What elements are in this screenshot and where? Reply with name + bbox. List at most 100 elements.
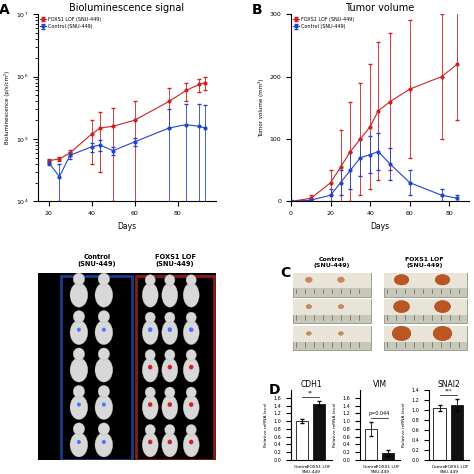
Ellipse shape	[162, 283, 178, 307]
Ellipse shape	[145, 349, 155, 360]
Ellipse shape	[70, 395, 88, 419]
Ellipse shape	[186, 424, 196, 435]
Ellipse shape	[306, 332, 311, 335]
Ellipse shape	[70, 320, 88, 345]
Title: Bioluminescence signal: Bioluminescence signal	[70, 3, 184, 13]
Ellipse shape	[145, 274, 155, 285]
Ellipse shape	[186, 312, 196, 323]
FancyBboxPatch shape	[293, 300, 371, 323]
Ellipse shape	[162, 358, 178, 382]
Text: ***: ***	[445, 389, 452, 393]
Ellipse shape	[73, 385, 85, 398]
FancyBboxPatch shape	[384, 273, 467, 288]
Y-axis label: Relative mRNA level: Relative mRNA level	[402, 403, 406, 447]
Bar	[382, 453, 394, 460]
Y-axis label: Bioluminescence (p/s/cm²): Bioluminescence (p/s/cm²)	[4, 71, 10, 145]
Ellipse shape	[98, 348, 109, 360]
X-axis label: Days: Days	[118, 222, 137, 231]
Ellipse shape	[338, 305, 344, 309]
X-axis label: SNU-449: SNU-449	[371, 470, 390, 474]
Ellipse shape	[392, 326, 411, 341]
Ellipse shape	[435, 301, 451, 313]
Ellipse shape	[145, 312, 155, 323]
FancyBboxPatch shape	[384, 300, 467, 315]
Text: FOXS1 LOF
(SNU-449): FOXS1 LOF (SNU-449)	[405, 257, 444, 268]
Legend: FOXS1 LOF (SNU-449), Control (SNU-449): FOXS1 LOF (SNU-449), Control (SNU-449)	[293, 17, 354, 29]
Ellipse shape	[435, 274, 450, 285]
Text: D84: D84	[38, 401, 52, 406]
Ellipse shape	[142, 320, 158, 345]
FancyBboxPatch shape	[293, 273, 371, 297]
Ellipse shape	[162, 433, 178, 457]
Ellipse shape	[148, 365, 153, 369]
Ellipse shape	[95, 283, 113, 307]
Ellipse shape	[102, 328, 106, 332]
Ellipse shape	[77, 440, 81, 444]
Ellipse shape	[148, 328, 153, 332]
Ellipse shape	[73, 310, 85, 323]
Ellipse shape	[164, 387, 175, 398]
Ellipse shape	[337, 277, 344, 283]
X-axis label: Days: Days	[371, 222, 390, 231]
Ellipse shape	[70, 283, 88, 307]
Text: A: A	[0, 3, 9, 17]
Ellipse shape	[148, 440, 153, 444]
Y-axis label: Relative mRNA level: Relative mRNA level	[333, 403, 337, 447]
Bar	[365, 429, 377, 460]
Ellipse shape	[186, 274, 196, 285]
Title: CDH1: CDH1	[301, 380, 322, 389]
Ellipse shape	[148, 402, 153, 407]
Text: p=0.044: p=0.044	[369, 411, 390, 416]
FancyBboxPatch shape	[293, 273, 371, 288]
Bar	[451, 405, 463, 460]
Ellipse shape	[164, 424, 175, 435]
FancyBboxPatch shape	[384, 326, 467, 350]
FancyBboxPatch shape	[293, 326, 371, 342]
Ellipse shape	[70, 433, 88, 457]
Text: B: B	[252, 3, 263, 17]
FancyBboxPatch shape	[136, 276, 214, 460]
Ellipse shape	[142, 433, 158, 457]
Bar	[313, 404, 325, 460]
Text: Control
(SNU-449): Control (SNU-449)	[314, 257, 350, 268]
Title: SNAI2: SNAI2	[438, 380, 460, 389]
Ellipse shape	[98, 273, 109, 285]
Ellipse shape	[183, 283, 199, 307]
Ellipse shape	[168, 440, 172, 444]
Ellipse shape	[98, 385, 109, 398]
Ellipse shape	[73, 273, 85, 285]
Ellipse shape	[164, 312, 175, 323]
X-axis label: SNU-449: SNU-449	[439, 470, 458, 474]
Ellipse shape	[306, 277, 312, 283]
Text: D44: D44	[38, 326, 52, 331]
Text: Control
(SNU-449): Control (SNU-449)	[77, 254, 116, 267]
Ellipse shape	[162, 320, 178, 345]
Ellipse shape	[102, 440, 106, 444]
Text: FOXS1 LOF
(SNU-449): FOXS1 LOF (SNU-449)	[155, 254, 196, 267]
Ellipse shape	[102, 402, 106, 407]
FancyBboxPatch shape	[293, 326, 371, 350]
Ellipse shape	[98, 423, 109, 435]
Ellipse shape	[183, 320, 199, 345]
Ellipse shape	[393, 301, 410, 313]
Ellipse shape	[142, 395, 158, 419]
Ellipse shape	[394, 274, 409, 285]
Ellipse shape	[189, 402, 193, 407]
Ellipse shape	[142, 283, 158, 307]
Ellipse shape	[168, 328, 172, 332]
Ellipse shape	[168, 402, 172, 407]
Ellipse shape	[145, 424, 155, 435]
FancyBboxPatch shape	[61, 276, 132, 460]
Ellipse shape	[186, 387, 196, 398]
Ellipse shape	[98, 310, 109, 323]
FancyBboxPatch shape	[384, 326, 467, 342]
Ellipse shape	[183, 395, 199, 419]
Ellipse shape	[433, 326, 452, 341]
Ellipse shape	[95, 433, 113, 457]
Text: D76: D76	[38, 364, 52, 369]
Ellipse shape	[142, 358, 158, 382]
Ellipse shape	[162, 395, 178, 419]
Text: D: D	[269, 383, 280, 397]
Ellipse shape	[168, 365, 172, 369]
Y-axis label: Relative mRNA level: Relative mRNA level	[264, 403, 268, 447]
